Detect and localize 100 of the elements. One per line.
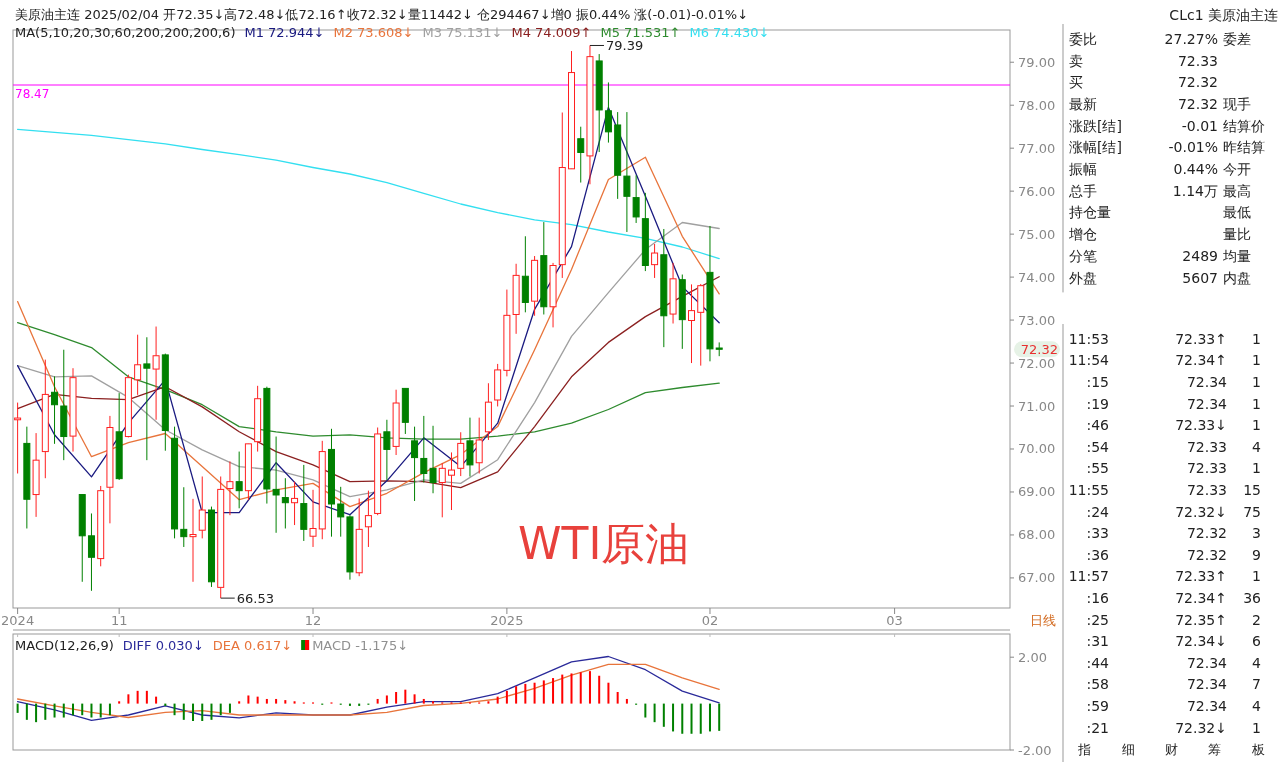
candlestick (309, 489, 317, 548)
candlestick (688, 283, 696, 364)
line-series (16, 276, 720, 489)
line-series (16, 221, 720, 498)
bar (238, 701, 241, 704)
candlestick (189, 498, 197, 583)
candlestick (87, 512, 95, 592)
bar (16, 703, 19, 713)
text: :46 72.33↓ 1 (1086, 417, 1261, 434)
x-tick-label: 02 (701, 612, 719, 628)
text: :15 72.34 1 (1086, 374, 1261, 390)
bar (533, 682, 536, 704)
y-tick-label: 70.00 (1018, 441, 1056, 457)
bar (192, 703, 195, 721)
text: :19 72.34 1 (1086, 395, 1261, 412)
bar (35, 703, 38, 723)
bar (404, 689, 407, 704)
bar (524, 683, 527, 704)
text: 外盘 5607 内盘 (1069, 269, 1251, 286)
y-tick-label: 68.00 (1018, 527, 1056, 543)
text: MACD -1.175↓ (312, 637, 409, 653)
bar (653, 703, 656, 723)
text: :25 72.35↑ 2 (1086, 611, 1261, 628)
bar (256, 696, 259, 704)
bar (413, 694, 416, 704)
text: :33 72.32 3 (1086, 525, 1261, 542)
text: :54 72.33 4 (1086, 438, 1261, 455)
candlestick (235, 451, 243, 509)
bar (182, 703, 185, 720)
text: M6 74.430↓ (689, 24, 770, 40)
bar (607, 682, 610, 704)
bar (718, 703, 721, 731)
bar (201, 703, 204, 721)
bar (90, 703, 93, 718)
bar (155, 696, 158, 704)
text: M1 72.944↓ (244, 24, 325, 40)
text: 买 72.32 (1069, 74, 1218, 91)
candlestick (448, 451, 455, 511)
candlestick (411, 426, 419, 502)
candlestick (438, 462, 446, 518)
bar (570, 673, 573, 704)
candlestick (14, 402, 22, 474)
text: :36 72.32 9 (1086, 546, 1261, 563)
bar (44, 703, 47, 720)
bar (228, 703, 231, 713)
candlestick (429, 425, 437, 494)
y-tick-label: 74.00 (1018, 269, 1056, 285)
candlestick (632, 174, 640, 224)
bar (588, 671, 591, 704)
x-tick-label: 2024 (1, 612, 35, 628)
candlestick (364, 490, 372, 548)
candlestick (134, 334, 142, 396)
text: 涨跌[结] -0.01 结算价 (1069, 117, 1265, 134)
candlestick (475, 417, 483, 474)
y-tick-label: 67.00 (1018, 570, 1056, 586)
text: M4 74.009↑ (511, 24, 592, 40)
candlestick (152, 326, 160, 421)
candlestick (226, 460, 234, 516)
candlestick (651, 243, 659, 279)
text: :44 72.34 4 (1086, 654, 1261, 671)
candlestick (51, 375, 59, 445)
bar (108, 703, 111, 716)
bar (552, 678, 555, 704)
candlestick (623, 111, 631, 233)
bar (118, 701, 121, 704)
text: 最新 72.32 现手 (1069, 95, 1251, 112)
text: M3 75.131↓ (422, 24, 503, 40)
text: :55 72.33 1 (1086, 460, 1261, 477)
text: 卖 72.33 (1069, 52, 1218, 69)
candlestick (420, 415, 428, 484)
y-tick-label: 75.00 (1018, 226, 1056, 242)
bar (376, 698, 379, 704)
text: 委比 27.27% 委差 (1069, 30, 1251, 47)
candlestick (337, 486, 345, 538)
bar (293, 701, 296, 704)
annotation: 66.53 (236, 590, 274, 606)
text: 分笔 2489 均量 (1069, 247, 1251, 264)
text: 总手 1.14万 最高 (1069, 182, 1251, 199)
bar (173, 703, 176, 716)
bar (672, 703, 675, 732)
candlestick (291, 481, 299, 526)
text: 持仓量 最低 (1069, 204, 1251, 221)
text: 增仓 量比 (1069, 226, 1251, 243)
text: 72.32 (1020, 341, 1058, 357)
bar (210, 703, 213, 720)
y-tick-label: 72.00 (1018, 355, 1056, 371)
y-tick-label: 79.00 (1018, 54, 1056, 70)
candlestick (180, 486, 188, 548)
bar (487, 701, 490, 704)
text: 指 细 财 筹 板 (1078, 741, 1265, 757)
y-tick-label: 78.00 (1018, 97, 1056, 113)
bar (395, 692, 398, 704)
text: :58 72.34 7 (1086, 676, 1261, 693)
text: 涨幅[结] -0.01% 昨结算 (1069, 139, 1265, 156)
bar (542, 680, 545, 704)
bar (284, 700, 287, 704)
candlestick (604, 81, 612, 144)
bar (598, 675, 601, 704)
line-series (16, 128, 720, 260)
text: :31 72.34↓ 6 (1086, 633, 1261, 650)
